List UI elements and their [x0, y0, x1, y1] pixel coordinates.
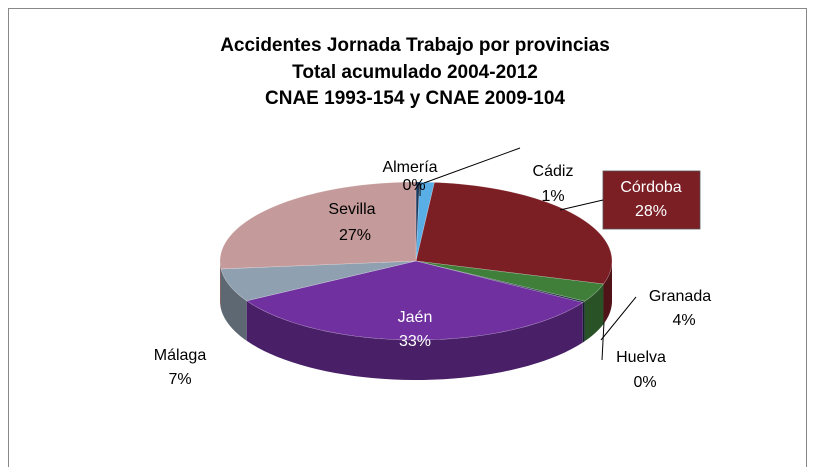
slice-value-label: 4%	[672, 312, 695, 329]
slice-value-label: 0%	[402, 177, 425, 194]
slice-label: Málaga	[154, 347, 207, 364]
pie-slice	[220, 260, 417, 302]
slice-value-label: 0%	[633, 374, 656, 391]
chart-title: Accidentes Jornada Trabajo por provincia…	[220, 35, 610, 56]
slice-side	[584, 283, 604, 342]
leader-line	[423, 147, 521, 184]
slice-label: Sevilla	[328, 201, 375, 218]
leader-line	[559, 199, 604, 211]
chart-title: CNAE 1993-154 y CNAE 2009-104	[265, 88, 565, 109]
pie-slice	[415, 260, 605, 302]
slice-value-label: 27%	[339, 227, 371, 244]
slice-side	[582, 301, 585, 343]
label-box	[602, 170, 701, 230]
slice-side	[603, 261, 612, 324]
slice-side	[246, 300, 583, 380]
slice-label: Jaén	[398, 309, 433, 326]
slice-value-label: 33%	[399, 333, 431, 350]
slice-value-label: 7%	[168, 371, 191, 388]
pie-slice	[245, 260, 584, 341]
slice-value-label: 28%	[635, 203, 667, 220]
chart-title: Total acumulado 2004-2012	[292, 62, 538, 83]
pie-slice	[219, 181, 417, 270]
leader-line	[601, 321, 605, 361]
slice-value-label: 1%	[541, 188, 564, 205]
pie-slice	[415, 182, 613, 285]
slice-label: Huelva	[616, 349, 666, 366]
slice-label: Cádiz	[533, 163, 574, 180]
slice-side	[220, 268, 247, 341]
slice-side	[220, 261, 221, 309]
leader-line	[600, 296, 637, 341]
slice-label: Córdoba	[620, 179, 681, 196]
slice-label: Almería	[382, 159, 437, 176]
slice-label: Granada	[649, 288, 711, 305]
